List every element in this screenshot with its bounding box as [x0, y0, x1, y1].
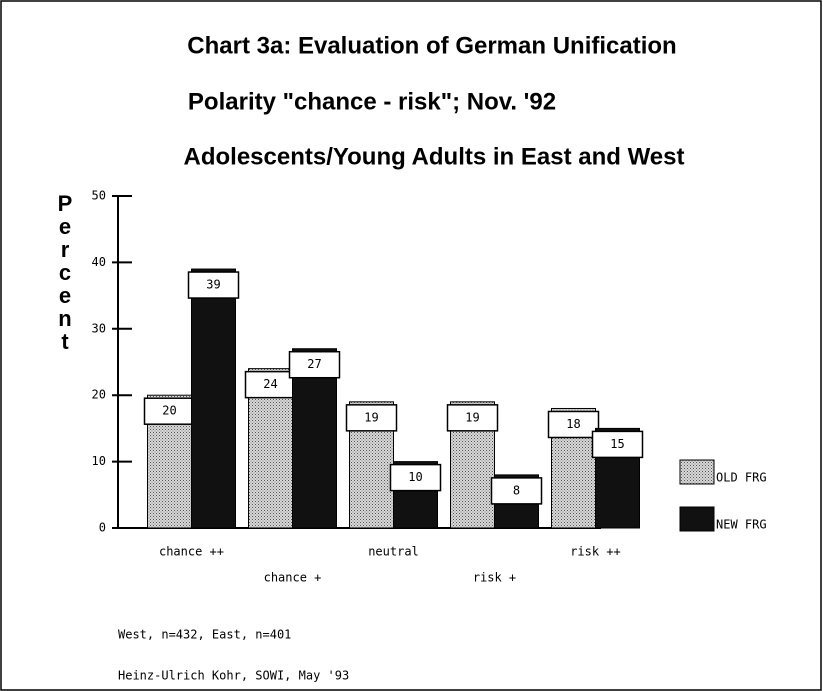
value-label: 27 [307, 357, 321, 371]
note: Heinz-Ulrich Kohr, SOWI, May '93 [118, 669, 349, 683]
value-label: 15 [610, 437, 624, 451]
x-tick-label: chance ++ [159, 545, 224, 559]
value-label: 39 [206, 278, 220, 292]
y-tick-label: 40 [92, 255, 106, 269]
value-label-box [446, 404, 499, 432]
x-tick-label: risk ++ [570, 545, 621, 559]
value-label-box [345, 404, 398, 432]
bar [292, 348, 337, 529]
value-label-box [187, 271, 240, 299]
value-label: 20 [162, 404, 176, 418]
value-label-box [490, 477, 543, 505]
legend-label: NEW FRG [716, 518, 767, 532]
note: West, n=432, East, n=401 [118, 628, 291, 642]
value-label-box [547, 410, 600, 439]
chart-title: Chart 3a: Evaluation of German Unificati… [187, 32, 676, 59]
y-tick-label: 30 [92, 321, 106, 335]
legend-swatch [679, 459, 715, 485]
bar [191, 268, 236, 529]
legend-label: OLD FRG [716, 471, 767, 485]
value-label: 18 [566, 417, 580, 431]
legend-swatch [679, 506, 715, 532]
value-label: 19 [465, 410, 479, 424]
value-label: 24 [263, 377, 277, 391]
value-label-box [288, 350, 341, 379]
y-tick-label: 50 [92, 189, 106, 203]
y-tick-label: 0 [99, 521, 106, 535]
x-tick-label: chance + [264, 571, 322, 585]
value-label: 10 [408, 470, 422, 484]
y-tick-label: 10 [92, 454, 106, 468]
y-tick-label: 20 [92, 388, 106, 402]
x-tick-label: neutral [368, 545, 419, 559]
chart-subtitle: Polarity "chance - risk"; Nov. '92 [188, 88, 556, 115]
value-label-box [591, 430, 644, 459]
x-tick-label: risk + [473, 571, 516, 585]
value-label: 8 [513, 483, 520, 497]
chart-subtitle: Adolescents/Young Adults in East and Wes… [184, 143, 685, 170]
value-label: 19 [364, 410, 378, 424]
value-label-box [143, 397, 196, 425]
value-label-box [389, 463, 442, 492]
